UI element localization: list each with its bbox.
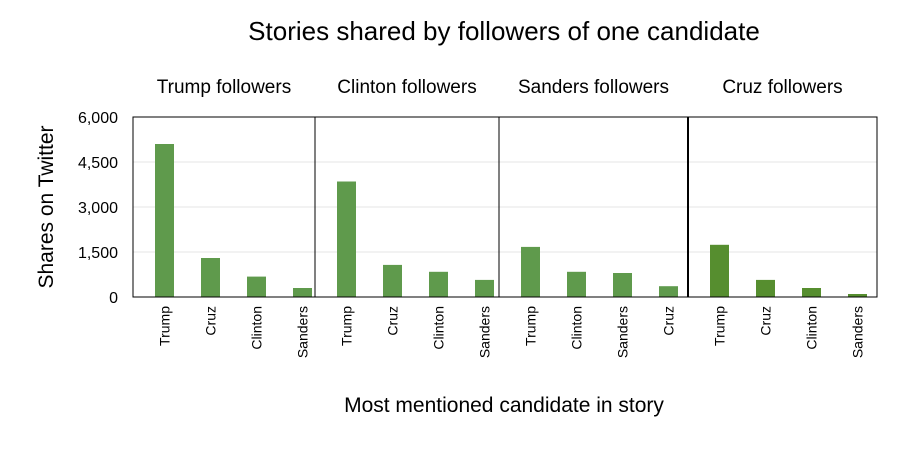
bar [659, 286, 678, 297]
x-tick-label: Cruz [385, 306, 401, 336]
x-tick-label: Clinton [431, 306, 447, 350]
bar [247, 276, 266, 297]
x-tick-label: Sanders [615, 306, 631, 358]
x-tick-label: Trump [523, 306, 539, 346]
gridlines [133, 161, 877, 253]
y-tick-label: 1,500 [78, 245, 118, 262]
x-tick-label: Cruz [661, 306, 677, 336]
x-tick-label: Trump [712, 306, 728, 346]
bar [710, 244, 729, 297]
panel-label: Sanders followers [518, 77, 669, 98]
x-tick-label: Sanders [850, 306, 866, 358]
panel: Trump followers Trump Cruz Clinton Sanders [155, 77, 312, 358]
x-tick-label: Clinton [569, 306, 585, 350]
bar [337, 181, 356, 297]
bar [201, 258, 220, 297]
bar [475, 279, 494, 297]
bar [613, 273, 632, 297]
bar [802, 288, 821, 297]
x-tick-label: Trump [339, 306, 355, 346]
bar [567, 271, 586, 297]
panel-label: Clinton followers [337, 77, 476, 98]
panel-label: Cruz followers [722, 77, 842, 98]
x-tick-label: Clinton [804, 306, 820, 350]
panel: Sanders followers Trump Clinton Sanders Cruz [498, 77, 678, 358]
y-tick-label: 3,000 [78, 200, 118, 217]
bar [848, 294, 867, 297]
x-axis-label: Most mentioned candidate in story [344, 394, 664, 417]
x-tick-label: Sanders [477, 306, 493, 358]
panel-label: Trump followers [157, 77, 291, 98]
y-tick-label: 0 [109, 290, 118, 307]
panel: Clinton followers Trump Cruz Clinton Sanders [314, 77, 494, 358]
bar [756, 279, 775, 297]
bar [521, 246, 540, 297]
y-axis-label: Shares on Twitter [35, 125, 58, 288]
x-tick-label: Sanders [295, 306, 311, 358]
x-tick-label: Cruz [758, 306, 774, 336]
y-axis: 6,000 4,500 3,000 1,500 0 [78, 110, 118, 307]
bar [293, 288, 312, 297]
y-tick-label: 4,500 [78, 155, 118, 172]
panel: Cruz followers Trump Cruz Clinton Sanders [687, 77, 867, 358]
y-tick-label: 6,000 [78, 110, 118, 127]
x-tick-label: Cruz [203, 306, 219, 336]
bar [383, 264, 402, 297]
plot-frame [132, 116, 878, 298]
bar [429, 271, 448, 297]
chart-title: Stories shared by followers of one candi… [248, 16, 760, 46]
x-tick-label: Clinton [249, 306, 265, 350]
x-tick-label: Trump [157, 306, 173, 346]
bar [155, 144, 174, 297]
